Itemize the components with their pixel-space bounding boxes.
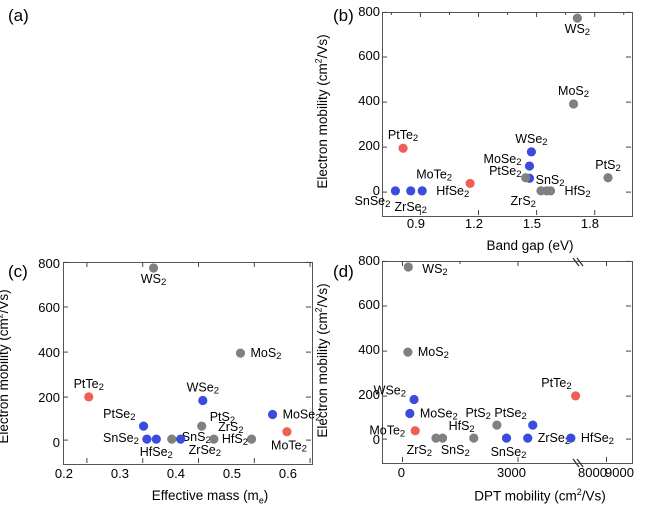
svg-text:WS2: WS2 <box>422 262 447 278</box>
svg-text:MoS2: MoS2 <box>558 84 589 100</box>
svg-text:PtS2: PtS2 <box>595 158 620 174</box>
svg-text:PtSe2: PtSe2 <box>494 406 526 422</box>
svg-text:ZrSe2: ZrSe2 <box>538 431 570 447</box>
svg-text:HfSe2: HfSe2 <box>436 184 469 200</box>
svg-text:MoS2: MoS2 <box>418 345 449 361</box>
svg-text:SnS2: SnS2 <box>441 443 470 459</box>
svg-text:ZrS2: ZrS2 <box>511 194 536 210</box>
svg-text:WSe2: WSe2 <box>515 132 547 148</box>
svg-text:PtTe2: PtTe2 <box>388 128 418 144</box>
svg-text:PtTe2: PtTe2 <box>541 376 571 392</box>
svg-text:PtS2: PtS2 <box>465 406 490 422</box>
svg-text:MoTe2: MoTe2 <box>416 167 452 183</box>
svg-text:ZrSe2: ZrSe2 <box>395 200 427 216</box>
svg-text:HfSe2: HfSe2 <box>581 431 614 447</box>
svg-text:WS2: WS2 <box>565 22 590 38</box>
svg-text:HfS2: HfS2 <box>565 184 591 200</box>
svg-text:SnSe2: SnSe2 <box>491 445 527 461</box>
svg-text:ZrS2: ZrS2 <box>407 443 432 459</box>
svg-text:HfS2: HfS2 <box>449 419 475 435</box>
